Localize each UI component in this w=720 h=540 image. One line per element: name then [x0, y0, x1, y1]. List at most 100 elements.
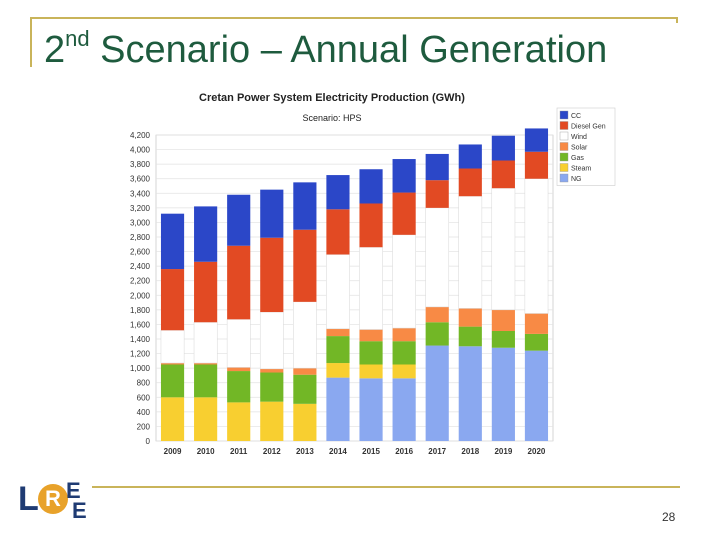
- legend-swatch: [559, 142, 569, 151]
- legend-label: Steam: [571, 166, 591, 173]
- bar-segment-wind: [524, 178, 549, 314]
- y-tick-label: 3,000: [130, 218, 151, 227]
- bar-segment-gas: [194, 364, 218, 398]
- bar-segment-steam: [293, 403, 317, 441]
- bar-segment-ng: [458, 346, 482, 441]
- bar-segment-ng: [326, 377, 350, 441]
- logo-letter-r: R: [38, 484, 68, 514]
- bar-segment-solar: [260, 368, 284, 373]
- logo-letter-l: L: [18, 480, 39, 518]
- bar-segment-solar: [458, 308, 482, 327]
- bar-segment-wind: [458, 195, 483, 309]
- bar-segment-cc: [458, 144, 482, 169]
- x-tick-label: 2012: [263, 447, 281, 456]
- bar-segment-solar: [326, 328, 350, 337]
- bar-segment-solar: [392, 328, 416, 342]
- x-tick-label: 2018: [461, 447, 479, 456]
- y-tick-label: 2,000: [130, 291, 151, 300]
- bar-segment-wind: [193, 321, 218, 364]
- legend-label: Gas: [571, 155, 584, 162]
- bar-segment-diesel-gen: [425, 180, 449, 208]
- generation-chart: Cretan Power System Electricity Producti…: [130, 92, 616, 456]
- bar-segment-gas: [425, 322, 449, 346]
- bar-segment-gas: [260, 372, 284, 402]
- bar-segment-diesel-gen: [524, 151, 549, 179]
- bar-segment-solar: [425, 306, 449, 323]
- bar-segment-ng: [425, 345, 449, 441]
- bar-segment-wind: [392, 234, 416, 329]
- bar-segment-diesel-gen: [326, 209, 350, 255]
- bar-segment-wind: [293, 301, 317, 369]
- y-tick-label: 1,600: [130, 320, 151, 329]
- y-tick-label: 3,800: [130, 160, 151, 169]
- bar-segment-cc: [194, 206, 218, 262]
- legend-label: Wind: [571, 134, 587, 141]
- bar-segment-wind: [425, 207, 450, 308]
- plot-area: [155, 134, 554, 442]
- bar-segment-wind: [491, 187, 516, 311]
- x-tick-label: 2015: [362, 447, 380, 456]
- bar-segment-gas: [491, 330, 515, 348]
- y-tick-label: 2,800: [130, 233, 151, 242]
- y-tick-label: 4,200: [130, 131, 151, 140]
- page-number: 28: [662, 510, 676, 524]
- bar-segment-ng: [524, 350, 549, 441]
- y-tick-label: 3,400: [130, 189, 151, 198]
- bar-segment-steam: [194, 397, 218, 441]
- y-tick-label: 4,000: [130, 146, 151, 155]
- slide-title-superscript: nd: [65, 26, 90, 51]
- bar-segment-solar: [160, 363, 185, 365]
- bar-segment-wind: [359, 246, 383, 330]
- bar-segment-cc: [524, 128, 549, 152]
- x-tick-label: 2010: [197, 447, 215, 456]
- bar-segment-wind: [226, 319, 251, 368]
- bar-segment-cc: [359, 169, 383, 204]
- legend-swatch: [559, 121, 569, 130]
- y-tick-label: 1,000: [130, 364, 151, 373]
- y-tick-label: 200: [137, 422, 151, 431]
- footer-line: [92, 486, 680, 488]
- legend-swatch: [559, 152, 569, 162]
- bar-segment-steam: [227, 402, 251, 441]
- y-tick-label: 1,800: [130, 306, 151, 315]
- slide-title: 2nd Scenario – Annual Generation: [44, 26, 607, 72]
- x-tick-label: 2020: [528, 447, 546, 456]
- bar-segment-gas: [293, 374, 317, 404]
- legend-swatch: [559, 163, 569, 172]
- y-tick-label: 800: [137, 379, 151, 388]
- slide-title-text: Scenario – Annual Generation: [89, 29, 608, 71]
- bar-segment-cc: [392, 159, 416, 193]
- bar-segment-diesel-gen: [227, 245, 251, 320]
- bar-segment-cc: [326, 175, 350, 210]
- bar-segment-diesel-gen: [491, 160, 515, 189]
- bar-segment-gas: [458, 326, 482, 347]
- bar-segment-ng: [392, 378, 416, 441]
- legend-swatch: [559, 173, 569, 183]
- bar-segment-diesel-gen: [359, 203, 383, 248]
- y-tick-label: 3,600: [130, 175, 151, 184]
- y-tick-label: 1,400: [130, 335, 151, 344]
- y-tick-label: 3,200: [130, 204, 151, 213]
- logo-letter-e-top: E: [66, 478, 81, 503]
- bar-segment-steam: [160, 397, 185, 441]
- legend-swatch: [559, 131, 569, 141]
- legend-label: Solar: [571, 145, 588, 152]
- x-tick-label: 2013: [296, 447, 314, 456]
- frame-top-line: [30, 17, 678, 19]
- frame-left-line: [30, 17, 32, 67]
- bar-segment-steam: [392, 364, 416, 379]
- x-tick-label: 2014: [329, 447, 347, 456]
- y-tick-label: 1,200: [130, 350, 151, 359]
- bar-segment-diesel-gen: [194, 261, 218, 323]
- chart-title: Cretan Power System Electricity Producti…: [199, 92, 465, 104]
- bar-segment-gas: [524, 333, 549, 351]
- bar-segment-diesel-gen: [260, 237, 284, 313]
- bar-segment-gas: [392, 341, 416, 365]
- legend-swatch: [559, 110, 569, 120]
- bar-segment-cc: [425, 153, 449, 181]
- bar-segment-gas: [160, 364, 185, 398]
- bar-segment-diesel-gen: [160, 269, 185, 331]
- chart-subtitle: Scenario: HPS: [302, 113, 361, 123]
- bar-segment-solar: [194, 363, 218, 365]
- bar-segment-cc: [491, 135, 515, 161]
